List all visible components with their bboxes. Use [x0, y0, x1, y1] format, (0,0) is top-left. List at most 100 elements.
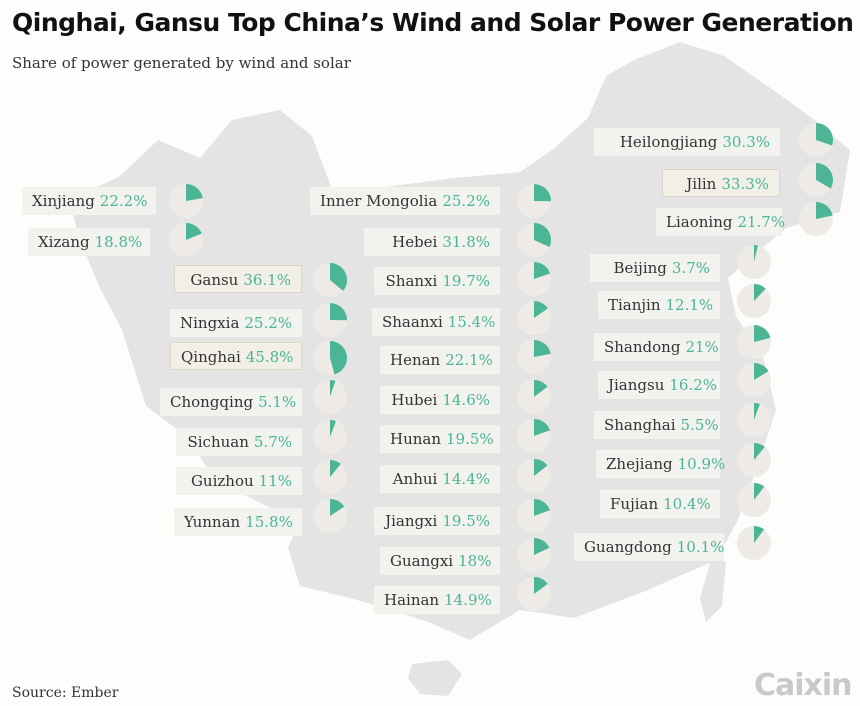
region-value: 33.3%	[721, 175, 769, 193]
pie-tianjin	[737, 284, 771, 318]
region-name: Fujian	[610, 495, 659, 513]
pie-slice-jiangxi	[534, 499, 550, 516]
region-label-zhejiang: Zhejiang 10.9%	[596, 450, 725, 478]
pie-anhui	[517, 459, 551, 493]
region-name: Heilongjiang	[619, 133, 718, 151]
region-name: Henan	[390, 351, 441, 369]
region-label-jiangsu: Jiangsu 16.2%	[598, 371, 720, 399]
region-label-heilongjiang: Heilongjiang 30.3%	[594, 128, 780, 156]
region-label-anhui: Anhui 14.4%	[380, 465, 500, 493]
region-label-hunan: Hunan 19.5%	[380, 425, 500, 453]
region-value: 12.1%	[665, 296, 714, 314]
region-label-qinghai: Qinghai 45.8%	[170, 342, 302, 370]
pie-beijing	[737, 245, 771, 279]
region-value: 15.8%	[245, 513, 293, 531]
pie-slice-liaoning	[816, 202, 833, 219]
pie-slice-sichuan	[330, 420, 336, 437]
region-name: Hebei	[392, 233, 438, 251]
region-label-hubei: Hubei 14.6%	[380, 386, 500, 414]
region-name: Gansu	[190, 271, 239, 289]
pie-jilin	[799, 163, 834, 197]
pie-chongqing	[313, 380, 347, 414]
pie-xinjiang	[169, 184, 203, 218]
region-label-xinjiang: Xinjiang 22.2%	[22, 187, 156, 215]
region-value: 22.2%	[99, 192, 148, 210]
region-name: Ningxia	[180, 314, 240, 332]
region-label-jilin: Jilin 33.3%	[662, 169, 780, 197]
region-name: Jiangxi	[385, 512, 438, 530]
pie-slice-guizhou	[330, 460, 341, 477]
region-value: 19.5%	[446, 430, 494, 448]
region-label-hebei: Hebei 31.8%	[364, 228, 500, 256]
region-name: Shandong	[604, 338, 681, 356]
region-name: Shanghai	[604, 416, 676, 434]
pie-slice-xinjiang	[186, 184, 203, 201]
pie-slice-zhejiang	[754, 443, 765, 460]
region-label-hainan: Hainan 14.9%	[374, 586, 500, 614]
pie-inner-mongolia	[517, 184, 552, 218]
pie-zhejiang	[737, 443, 771, 477]
pie-slice-hubei	[534, 380, 548, 397]
region-name: Beijing	[613, 259, 667, 277]
region-name: Hainan	[384, 591, 440, 609]
chart-title: Qinghai, Gansu Top China’s Wind and Sola…	[12, 8, 854, 37]
region-value: 31.8%	[442, 233, 490, 251]
region-name: Liaoning	[666, 213, 733, 231]
region-value: 25.2%	[442, 192, 490, 210]
pie-slice-guangdong	[754, 526, 765, 543]
region-value: 18%	[458, 552, 492, 570]
pie-guangxi	[517, 538, 551, 572]
region-value: 5.1%	[258, 393, 297, 411]
region-label-inner-mongolia: Inner Mongolia 25.2%	[310, 187, 500, 215]
region-value: 22.1%	[445, 351, 493, 369]
region-name: Tianjin	[608, 296, 661, 314]
chart-subtitle: Share of power generated by wind and sol…	[12, 54, 351, 72]
pie-slice-beijing	[754, 245, 758, 262]
pie-slice-jilin	[816, 163, 834, 189]
region-name: Guangdong	[584, 538, 672, 556]
pie-hebei	[517, 223, 551, 257]
pie-slice-henan	[534, 340, 551, 357]
pie-jiangxi	[517, 499, 551, 533]
region-value: 11%	[258, 472, 292, 490]
pie-ningxia	[313, 303, 348, 337]
pie-hunan	[517, 419, 551, 453]
region-label-guangdong: Guangdong 10.1%	[574, 533, 724, 561]
region-name: Sichuan	[187, 433, 249, 451]
region-label-fujian: Fujian 10.4%	[600, 490, 720, 518]
region-value: 19.5%	[442, 512, 490, 530]
region-value: 21.7%	[737, 213, 786, 231]
region-name: Hubei	[391, 391, 438, 409]
region-label-shandong: Shandong 21%	[594, 333, 720, 361]
region-name: Qinghai	[181, 348, 241, 366]
region-name: Jiangsu	[608, 376, 665, 394]
pie-slice-hunan	[534, 419, 550, 436]
pie-slice-hainan	[534, 577, 548, 594]
pie-slice-inner-mongolia	[534, 184, 552, 202]
pie-slice-shandong	[754, 325, 771, 342]
region-name: Guangxi	[390, 552, 454, 570]
region-value: 3.7%	[671, 259, 710, 277]
pie-shanghai	[737, 403, 771, 437]
region-name: Chongqing	[170, 393, 254, 411]
pie-slice-gansu	[330, 263, 348, 291]
region-value: 36.1%	[243, 271, 291, 289]
region-value: 16.2%	[669, 376, 718, 394]
region-label-liaoning: Liaoning 21.7%	[656, 208, 786, 236]
region-name: Inner Mongolia	[320, 192, 438, 210]
region-label-shanghai: Shanghai 5.5%	[594, 411, 720, 439]
pie-slice-jiangsu	[754, 363, 769, 380]
region-name: Xizang	[38, 233, 90, 251]
region-label-ningxia: Ningxia 25.2%	[170, 309, 302, 337]
pie-slice-xizang	[186, 223, 202, 240]
pie-slice-qinghai	[330, 341, 347, 375]
region-value: 10.1%	[676, 538, 725, 556]
region-label-yunnan: Yunnan 15.8%	[174, 508, 302, 536]
brand-logo: Caixin	[754, 668, 853, 703]
region-name: Hunan	[390, 430, 442, 448]
map-hainan	[408, 660, 462, 696]
pie-heilongjiang	[799, 123, 834, 157]
region-name: Jilin	[686, 175, 717, 193]
region-label-gansu: Gansu 36.1%	[174, 265, 302, 293]
